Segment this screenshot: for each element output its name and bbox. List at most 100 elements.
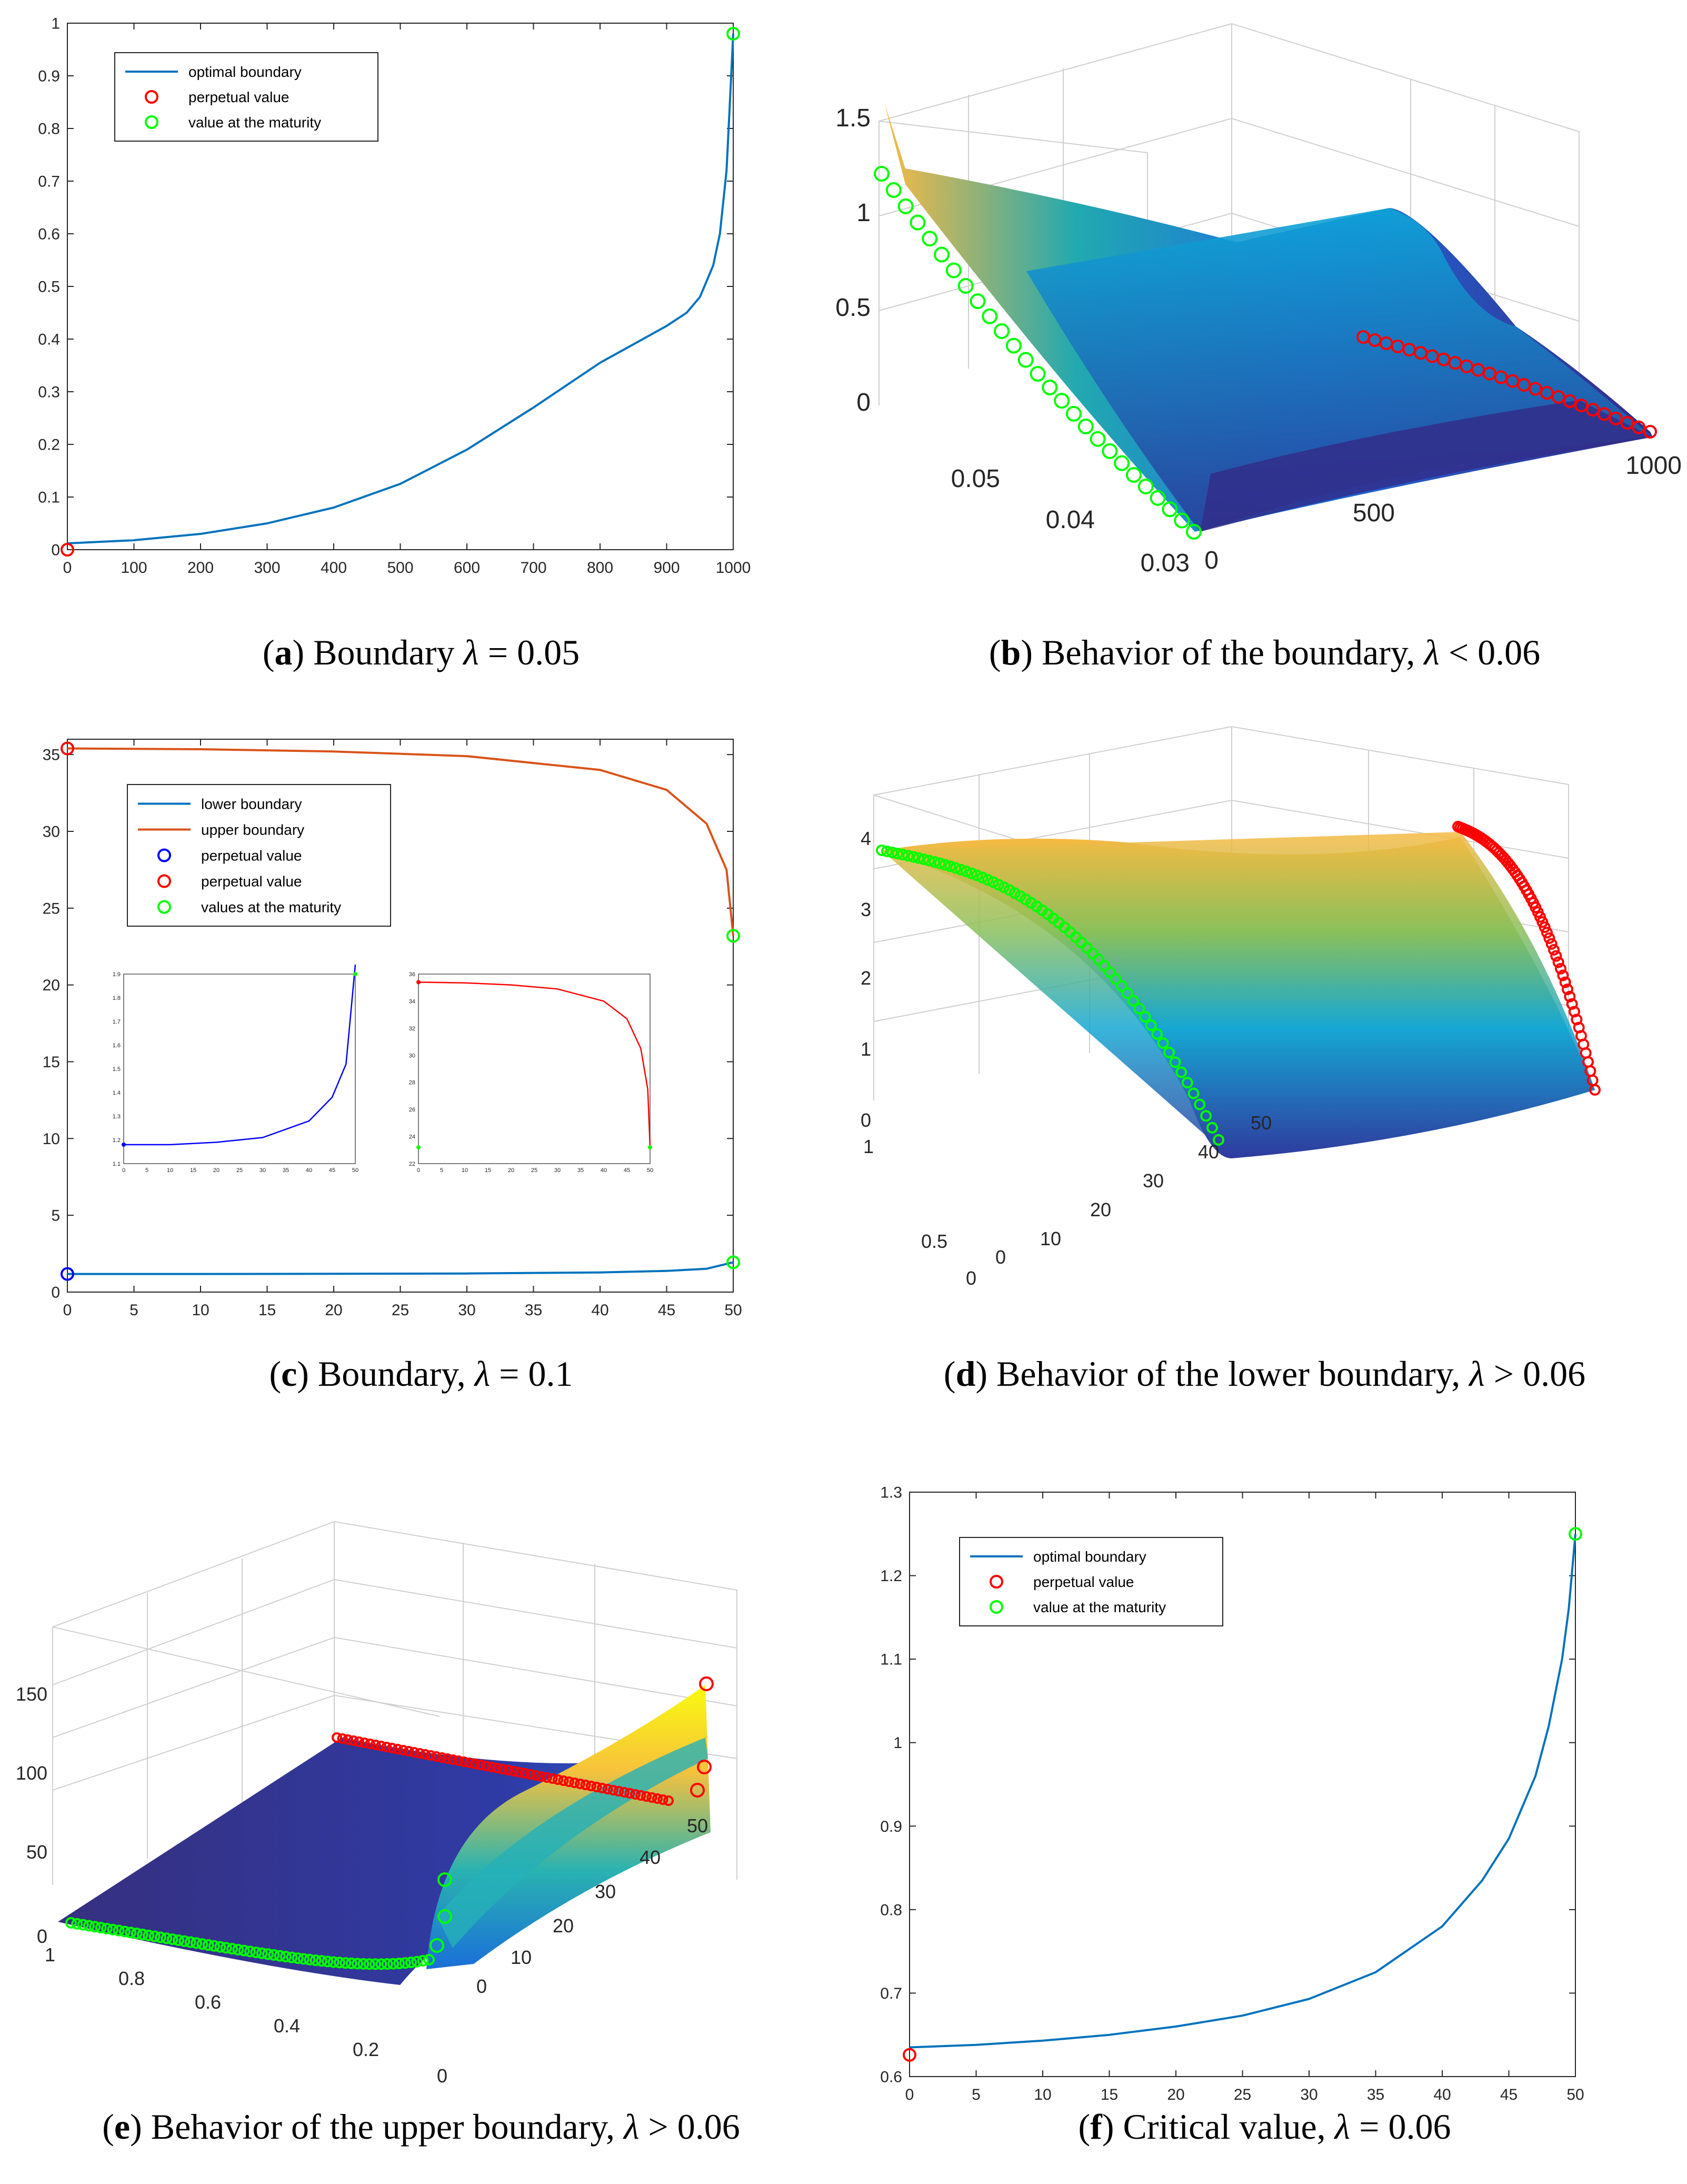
x-tick-label: 50	[1566, 2086, 1584, 2103]
marker-green	[286, 1951, 298, 1963]
marker-red	[1559, 976, 1571, 988]
marker-green	[1114, 455, 1130, 471]
x-tick-label: 5	[129, 1302, 138, 1319]
marker-green	[726, 27, 740, 41]
y-tick-label: 0.8	[38, 121, 60, 138]
lambda-tick-label: 1	[45, 1944, 55, 1965]
grid-line	[52, 1694, 737, 1791]
marker-green	[1125, 466, 1142, 483]
marker-green	[994, 323, 1010, 339]
series-line-0	[67, 33, 734, 544]
marker-red	[1586, 403, 1600, 417]
marker-green	[143, 1929, 155, 1941]
marker-red	[602, 1784, 613, 1794]
legend-marker	[145, 115, 158, 129]
marker-green	[892, 848, 904, 860]
marker-green	[902, 850, 914, 862]
marker-green	[352, 1958, 363, 1970]
marker-green	[1133, 1002, 1145, 1015]
marker-green	[214, 1941, 226, 1953]
marker-green	[1139, 1011, 1151, 1023]
marker-green	[202, 1939, 214, 1951]
marker-green	[417, 1955, 429, 1967]
marker-green	[173, 1934, 184, 1946]
inset-x-tick: 15	[190, 1167, 196, 1174]
y-tick-label: 0	[51, 542, 60, 559]
marker-red	[1550, 950, 1562, 962]
lambda-tick-label: 0.04	[1046, 506, 1095, 534]
marker-green	[107, 1923, 119, 1935]
x-tick-label: 300	[254, 559, 280, 577]
inset-2: 0 5 10 15 20 25 30 35 40 45 50 22 24 26 28 30 32 34 36	[409, 971, 653, 1174]
marker-green	[987, 876, 999, 888]
marker-red	[903, 2048, 916, 2062]
marker-green	[923, 855, 935, 867]
marker-green	[268, 1949, 280, 1961]
x-tick-label: 35	[1367, 2086, 1384, 2103]
marker-green	[982, 873, 994, 886]
grid-line	[879, 121, 1148, 153]
marker-green	[161, 1932, 173, 1944]
x-tick-label: 25	[392, 1302, 409, 1319]
z-tick-label: 0	[861, 1109, 871, 1131]
marker-green	[298, 1953, 310, 1965]
marker-red	[61, 741, 74, 756]
marker-red	[337, 1733, 348, 1744]
marker-green	[1127, 995, 1140, 1007]
marker-red	[1548, 944, 1560, 956]
marker-red	[464, 1758, 475, 1768]
x-tick-label: 600	[454, 559, 480, 577]
marker-green	[1005, 337, 1022, 354]
marker-green	[375, 1958, 387, 1970]
marker-green	[244, 1945, 256, 1958]
marker-green	[929, 856, 941, 868]
inset-x-tick: 15	[485, 1167, 491, 1174]
chart-c: 0 5 10 15 20 25 30 35 40 45 50 0 5 10 15 20 25 30 35 lower …	[0, 711, 842, 1437]
marker-red	[646, 1792, 657, 1803]
marker-red	[332, 1732, 342, 1743]
marker-green	[1186, 524, 1202, 540]
x-tick-label: 0	[905, 2086, 914, 2103]
lambda-tick-label: 0	[437, 2065, 447, 2087]
grid-line	[52, 1636, 737, 1738]
marker-green	[1086, 948, 1099, 960]
marker-green	[113, 1924, 125, 1937]
inset-x-tick: 45	[329, 1167, 335, 1174]
marker-green	[950, 862, 962, 874]
z-tick-label: 100	[16, 1762, 47, 1784]
legend-label: perpetual value	[201, 873, 302, 889]
marker-green	[292, 1952, 304, 1964]
x-tick-label: 40	[591, 1302, 608, 1319]
surface-b-floor	[1200, 400, 1653, 532]
y-tick-label: 1.2	[880, 1567, 902, 1585]
marker-green	[381, 1958, 393, 1970]
marker-red	[436, 1752, 447, 1763]
inset-y-tick: 26	[409, 1107, 415, 1113]
chart-b: 1.5 1 0.5 0 0.05 0.04 0.03 0 500 1000	[835, 0, 1687, 711]
marker-red	[392, 1744, 403, 1754]
marker-green	[957, 278, 974, 294]
marker-green	[1162, 501, 1178, 518]
series-line-0	[67, 1261, 734, 1275]
series-line-0	[909, 1534, 1576, 2049]
inset-y-tick: 1.9	[113, 971, 121, 978]
marker-red	[492, 1763, 503, 1773]
lambda-tick-label: 0.05	[951, 465, 1000, 493]
marker-red	[1597, 407, 1611, 421]
marker-red	[475, 1760, 486, 1770]
marker-red	[520, 1768, 530, 1779]
marker-green-end	[430, 1938, 444, 1953]
legend-label: value at the maturity	[1033, 1599, 1166, 1615]
marker-red	[398, 1745, 408, 1755]
t-tick-label: 50	[687, 1815, 708, 1836]
t-tick-label: 50	[1251, 1112, 1272, 1134]
inset-x-tick: 25	[236, 1167, 243, 1174]
marker-red-end	[697, 1760, 712, 1774]
marker-green	[1017, 352, 1034, 368]
z-tick-label: 0	[37, 1925, 47, 1947]
marker-green	[1206, 1121, 1219, 1134]
marker-green	[1181, 1077, 1193, 1089]
marker-green-end	[437, 1872, 452, 1887]
marker-blue	[61, 1267, 74, 1281]
